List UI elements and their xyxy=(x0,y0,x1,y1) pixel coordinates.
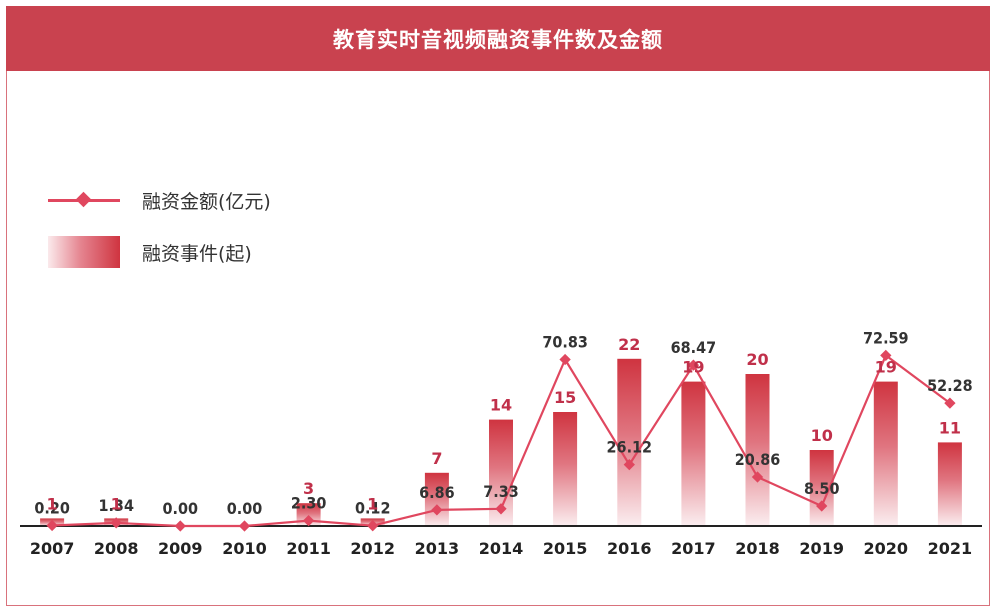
amount-point-2021 xyxy=(944,397,956,409)
x-tick-label: 2012 xyxy=(350,539,395,558)
x-tick-label: 2019 xyxy=(799,539,844,558)
count-label: 14 xyxy=(490,396,512,415)
x-tick-label: 2013 xyxy=(415,539,460,558)
count-label: 7 xyxy=(431,449,442,468)
count-label: 19 xyxy=(682,358,704,377)
x-tick-label: 2008 xyxy=(94,539,139,558)
x-tick-label: 2014 xyxy=(479,539,524,558)
amount-label: 26.12 xyxy=(607,438,653,457)
gradient-bar-swatch-icon xyxy=(48,236,120,268)
amount-label: 20.86 xyxy=(735,450,781,469)
bar-2018 xyxy=(745,374,770,526)
amount-point-2017 xyxy=(687,359,700,371)
amount-point-2019 xyxy=(816,500,828,512)
amount-label: 8.50 xyxy=(804,479,840,498)
amount-point-2018 xyxy=(751,471,764,483)
amount-label: 7.33 xyxy=(483,482,519,501)
legend-item-amount: 融资金额(亿元) xyxy=(48,180,348,220)
amount-point-2009 xyxy=(174,520,186,532)
legend: 融资金额(亿元) 融资事件(起) xyxy=(48,180,348,284)
amount-point-2013 xyxy=(431,504,443,516)
amount-label: 52.28 xyxy=(927,376,973,395)
amount-label: 72.59 xyxy=(863,328,909,347)
amount-label: 68.47 xyxy=(671,338,717,357)
bar-2016 xyxy=(617,358,642,526)
count-label: 20 xyxy=(746,350,768,369)
x-tick-label: 2020 xyxy=(864,539,909,558)
count-label: 1 xyxy=(47,494,58,513)
amount-point-2012 xyxy=(367,520,379,532)
amount-line-layer xyxy=(46,349,956,532)
amount-label: 0.20 xyxy=(34,499,70,518)
count-label: 11 xyxy=(939,418,961,437)
x-tick-label: 2010 xyxy=(222,539,267,558)
amount-point-2015 xyxy=(559,353,571,366)
count-label: 15 xyxy=(554,388,576,407)
chart-title: 教育实时音视频融资事件数及金额 xyxy=(333,27,663,52)
amount-label: 0.00 xyxy=(163,499,199,518)
bar-2013 xyxy=(424,472,449,526)
bar-2020 xyxy=(873,381,898,526)
amount-label: 6.86 xyxy=(419,483,455,502)
count-label: 1 xyxy=(367,494,378,513)
x-tick-label: 2021 xyxy=(928,539,973,558)
amount-label: 1.34 xyxy=(98,496,134,515)
amount-point-2007 xyxy=(46,519,58,532)
count-label: 22 xyxy=(618,335,640,354)
x-tick-label: 2007 xyxy=(30,539,75,558)
labels-layer: 0.20 1.34 0.00 0.00 2.30 0.12 6.86 7.33 70.83 26.… xyxy=(34,328,972,518)
x-tick-label: 2011 xyxy=(286,539,331,558)
amount-point-2014 xyxy=(495,503,507,515)
bar-2021 xyxy=(937,442,962,526)
amount-point-2020 xyxy=(880,349,892,362)
title-bar: 教育实时音视频融资事件数及金额 xyxy=(6,6,990,71)
count-label: 19 xyxy=(875,358,897,377)
x-tick-label: 2017 xyxy=(671,539,716,558)
amount-point-2010 xyxy=(238,520,251,532)
legend-label-count: 融资事件(起) xyxy=(142,242,252,265)
x-tick-label: 2016 xyxy=(607,539,652,558)
count-label: 1 xyxy=(111,494,122,513)
amount-point-2016 xyxy=(623,458,635,471)
x-tick-label: 2009 xyxy=(158,539,203,558)
bar-2017 xyxy=(681,381,706,526)
bar-2015 xyxy=(553,412,578,526)
amount-label: 0.12 xyxy=(355,499,391,518)
x-tick-label: 2015 xyxy=(543,539,588,558)
amount-label: 2.30 xyxy=(291,494,327,513)
x-tick-label: 2018 xyxy=(735,539,780,558)
amount-point-2011 xyxy=(302,514,315,527)
count-label: 3 xyxy=(303,479,314,498)
legend-label-amount: 融资金额(亿元) xyxy=(142,190,271,213)
count-label: 10 xyxy=(811,426,833,445)
legend-item-count: 融资事件(起) xyxy=(48,232,348,272)
line-diamond-swatch-icon xyxy=(48,185,120,215)
x-axis: 2007 2008 2009 2010 2011 2012 2013 2014 2015 2016… xyxy=(20,525,982,558)
amount-label: 70.83 xyxy=(542,333,588,352)
amount-label: 0.00 xyxy=(227,499,263,518)
